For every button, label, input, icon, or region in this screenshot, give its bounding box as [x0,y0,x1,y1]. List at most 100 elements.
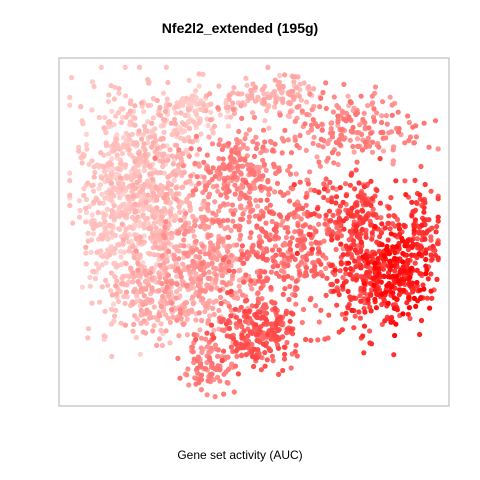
data-point [162,224,168,230]
data-point [215,244,221,250]
data-point [128,265,134,271]
data-point [340,199,346,205]
data-point [246,308,252,314]
data-point [171,177,177,183]
data-point [106,119,113,125]
data-point [309,268,315,274]
data-point [241,279,247,285]
data-point [296,93,302,99]
data-point [275,345,282,351]
data-point [314,154,320,160]
data-point [111,142,117,148]
data-point [228,252,235,259]
data-point [191,233,197,239]
data-point [103,130,109,136]
data-point [190,349,196,355]
data-point [101,212,107,218]
data-point [195,283,201,289]
data-point [358,239,364,245]
data-point [216,252,222,259]
data-point [115,166,121,172]
data-point [320,89,326,96]
data-point [283,311,289,317]
data-point [109,292,115,298]
data-point [163,64,169,70]
data-point [323,265,329,271]
data-point [181,170,187,176]
data-point [323,212,329,218]
data-point [344,251,351,257]
data-point [141,109,147,115]
data-point [152,126,158,132]
data-point [307,169,313,175]
data-point [204,330,210,336]
data-point [263,246,269,252]
data-point [249,303,255,309]
data-point [215,353,221,359]
data-point [207,91,213,97]
data-point [103,173,109,179]
data-point [256,169,262,175]
data-point [337,228,343,234]
data-point [294,353,300,359]
data-point [255,290,261,296]
data-point [197,224,204,230]
data-point [158,327,164,333]
data-point [226,93,232,99]
data-point [210,305,216,311]
data-point [120,241,126,247]
data-point [353,276,360,282]
data-point [118,160,124,166]
data-point [89,183,95,189]
data-point [164,284,170,290]
data-point [244,82,250,88]
data-point [267,186,273,192]
data-point [276,247,282,253]
data-point [150,328,156,334]
data-point [333,246,339,253]
data-point [116,86,122,92]
data-point [130,166,136,172]
data-point [151,220,157,226]
data-point [368,178,374,184]
data-point [321,186,327,192]
data-point [348,213,354,219]
data-point [268,138,274,145]
data-point [303,336,309,343]
data-point [238,232,244,238]
data-point [238,190,244,196]
data-point [135,267,141,273]
data-point [288,365,294,371]
data-point [350,124,356,131]
data-point [228,262,234,269]
data-point [186,382,192,388]
data-point [264,357,270,363]
data-point [260,157,266,163]
data-point [435,146,441,152]
data-point [169,131,175,138]
data-point [273,252,279,258]
data-point [363,144,369,150]
data-point [149,285,155,291]
data-point [118,119,125,126]
data-point [141,181,148,188]
data-point [167,319,173,325]
data-point [417,331,423,338]
data-point [108,321,115,327]
data-point [151,304,157,310]
data-point [184,316,190,322]
data-point [323,292,329,298]
data-point [327,179,333,185]
data-point [255,331,261,337]
data-point [418,295,424,301]
data-point [361,286,367,292]
data-point [432,247,438,254]
data-point [96,186,102,192]
data-point [283,234,289,241]
data-point [92,169,98,176]
data-point [419,222,425,228]
data-point [329,120,335,126]
data-point [357,293,363,299]
data-point [204,392,210,398]
data-point [405,113,411,119]
